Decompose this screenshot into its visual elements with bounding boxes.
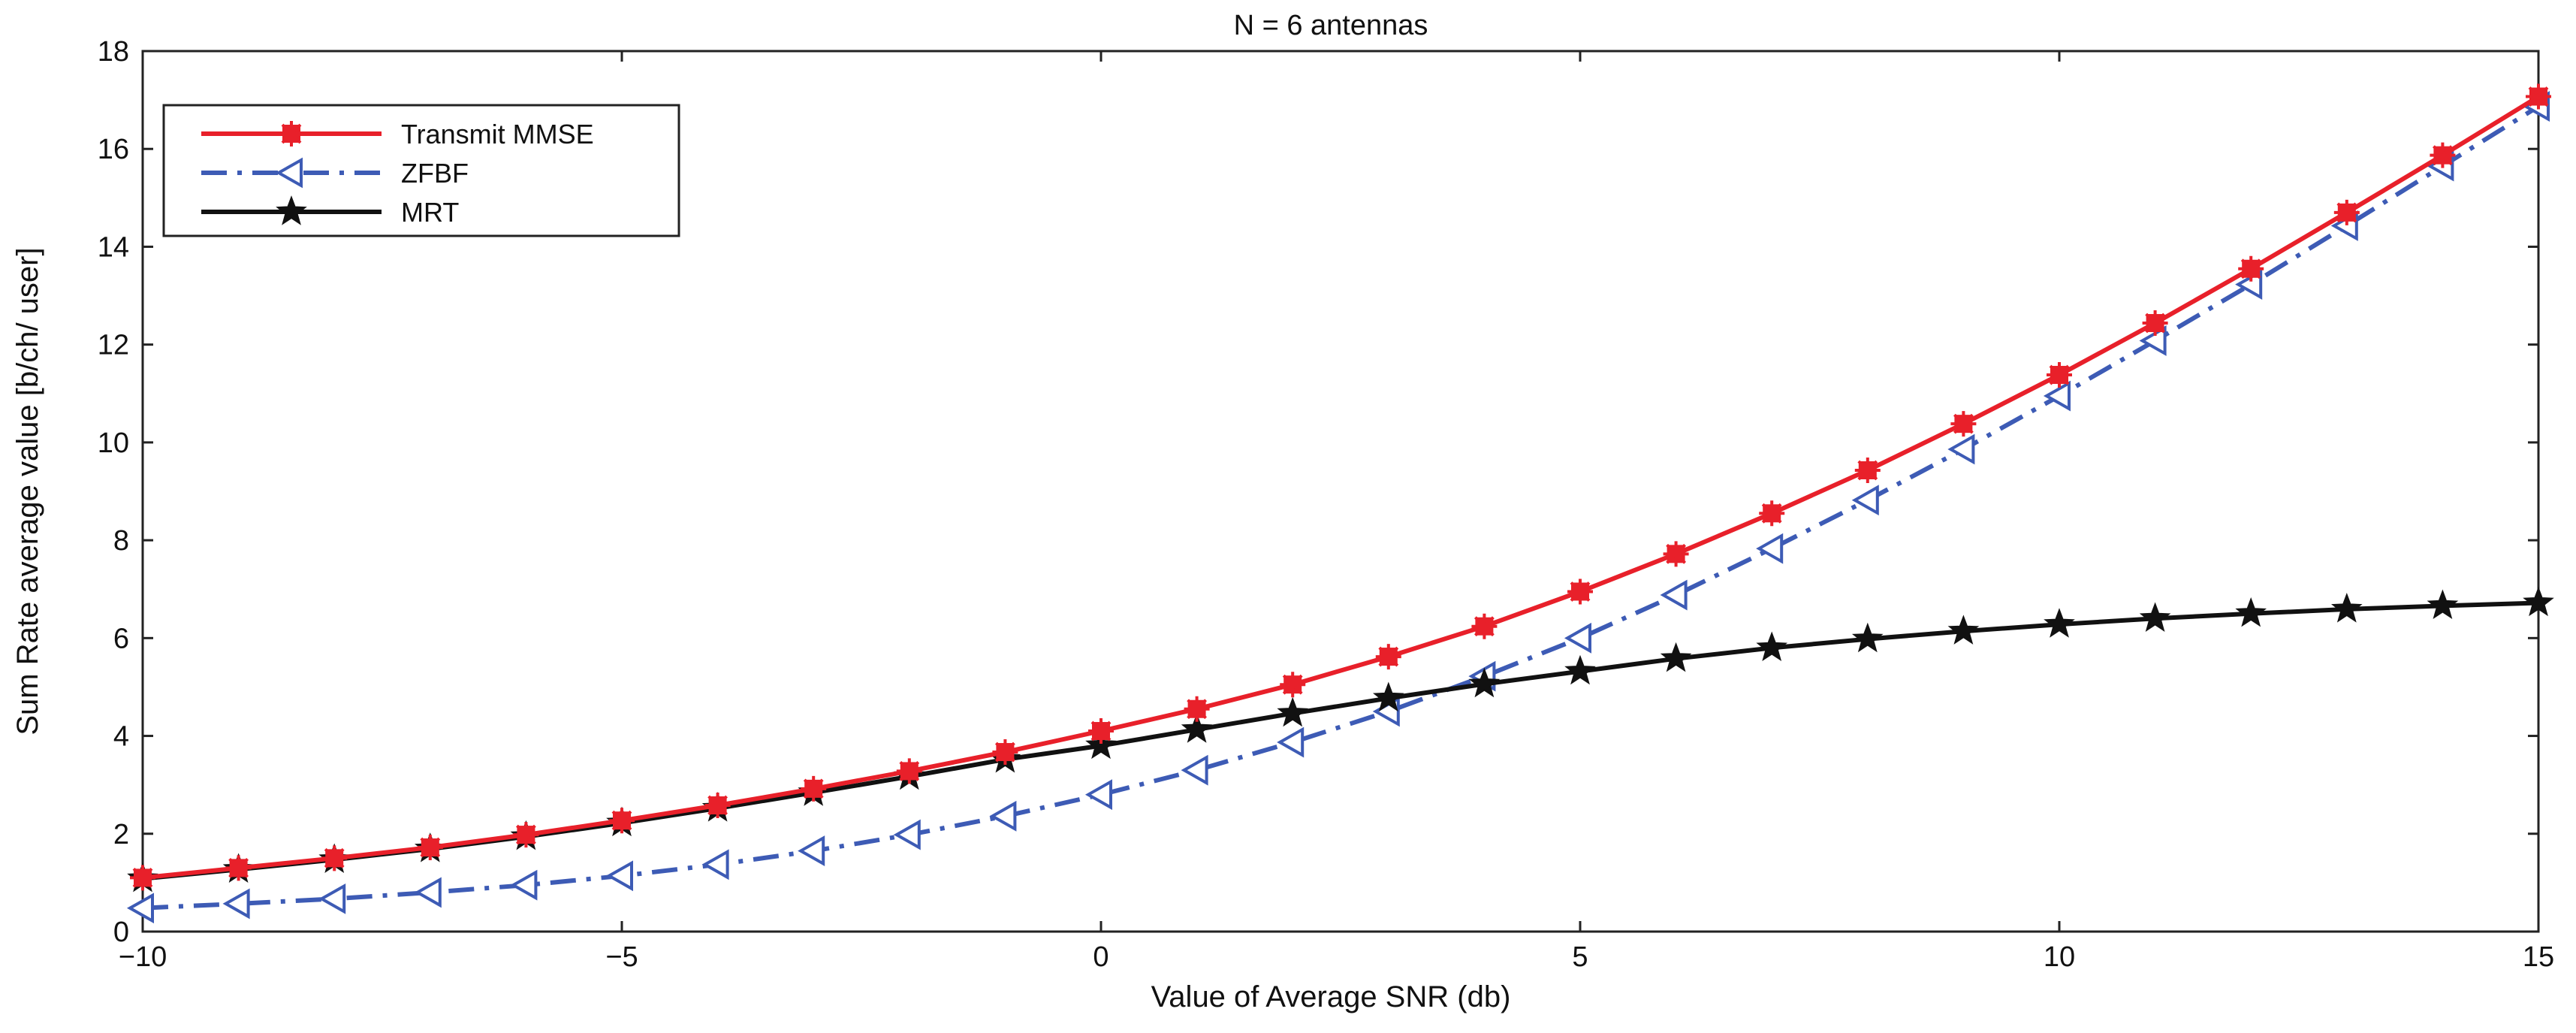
legend-label: ZFBF [401, 158, 469, 189]
asterisk-point [513, 822, 539, 848]
triangle-point [1851, 485, 1879, 516]
legend-label: Transmit MMSE [401, 119, 594, 150]
star-point [1372, 681, 1404, 712]
x-tick-label: 15 [2523, 941, 2554, 973]
star-point [2139, 602, 2171, 633]
star-point [2235, 597, 2267, 627]
star-point [2523, 586, 2554, 617]
star-point [2044, 608, 2075, 638]
legend: Transmit MMSE ZFBF MRT [162, 104, 680, 237]
asterisk-point [992, 739, 1018, 766]
star-point [1085, 729, 1117, 760]
star-point [1277, 696, 1309, 727]
star-point [2330, 593, 2363, 623]
star-point [2427, 589, 2459, 619]
triangle-point [318, 883, 346, 914]
asterisk-point [1567, 578, 1593, 605]
asterisk-point [2526, 83, 2551, 110]
legend-label: MRT [401, 197, 459, 228]
series-transmit-mmse [130, 83, 2551, 891]
y-tick-label: 6 [113, 623, 129, 654]
series-line [142, 104, 2540, 911]
triangle-point [1660, 579, 1688, 611]
asterisk-point [2238, 255, 2264, 282]
triangle-point [1084, 779, 1112, 811]
asterisk-point [1759, 500, 1785, 527]
triangle-point [2043, 380, 2071, 412]
y-tick-label: 4 [113, 721, 129, 753]
y-tick-label: 2 [113, 819, 129, 850]
legend-item: MRT [201, 195, 459, 228]
asterisk-point [279, 121, 304, 146]
asterisk-point [1854, 458, 1881, 484]
triangle-point [126, 893, 154, 924]
star-point [1660, 642, 1692, 672]
star-point [1851, 622, 1884, 653]
asterisk-point [2047, 362, 2072, 388]
asterisk-point [1663, 541, 1689, 567]
asterisk-point [1375, 644, 1401, 670]
asterisk-point [1950, 411, 1977, 437]
triangle-point [798, 835, 825, 866]
y-tick-label: 16 [98, 134, 129, 165]
y-tick-label: 10 [98, 427, 129, 459]
triangle-point [1947, 433, 1975, 465]
star-point [276, 195, 307, 225]
triangle-point [1181, 754, 1208, 786]
triangle-point [1277, 726, 1305, 758]
star-point [1181, 713, 1213, 743]
triangle-point [893, 819, 921, 850]
triangle-point [510, 869, 538, 901]
triangle-point [222, 888, 250, 920]
asterisk-point [321, 845, 348, 871]
y-axis: 0 2 4 6 8 10 12 14 16 18 [98, 36, 2538, 948]
star-point [1756, 631, 1788, 661]
y-tick-label: 14 [98, 231, 129, 263]
triangle-point [701, 849, 729, 880]
asterisk-point [609, 808, 635, 834]
x-tick-label: 0 [1093, 941, 1109, 973]
y-tick-label: 12 [98, 330, 129, 361]
asterisk-point [130, 865, 155, 891]
y-tick-label: 8 [113, 525, 129, 557]
x-tick-label: −5 [605, 941, 638, 973]
triangle-point [414, 877, 442, 908]
y-tick-label: 18 [98, 36, 129, 68]
x-tick-label: 5 [1572, 941, 1588, 973]
y-tick-label: 0 [113, 917, 129, 948]
asterisk-point [801, 775, 827, 802]
asterisk-point [2333, 199, 2360, 225]
x-tick-label: −10 [119, 941, 167, 973]
x-axis-label: Value of Average SNR (db) [1151, 980, 1511, 1013]
triangle-point [605, 860, 633, 892]
triangle-point [1564, 622, 1591, 654]
asterisk-point [1280, 672, 1306, 698]
asterisk-point [417, 835, 443, 861]
asterisk-point [2430, 142, 2456, 168]
triangle-point [989, 800, 1017, 832]
triangle-point [275, 157, 303, 189]
asterisk-point [1088, 718, 1114, 745]
series-line [142, 95, 2540, 880]
asterisk-point [1471, 613, 1498, 639]
x-axis: −10 −5 0 5 10 15 [119, 51, 2554, 973]
star-point [1947, 615, 1980, 645]
star-point [1564, 654, 1596, 685]
chart-title: N = 6 antennas [1234, 10, 1428, 41]
y-axis-label: Sum Rate average value [b/ch/ user] [11, 247, 44, 735]
asterisk-point [896, 758, 922, 784]
legend-item: Transmit MMSE [201, 119, 594, 150]
asterisk-point [225, 855, 252, 881]
asterisk-point [1184, 696, 1210, 722]
legend-item: ZFBF [201, 157, 469, 189]
asterisk-point [704, 793, 731, 819]
asterisk-point [2142, 310, 2168, 337]
star-point [1468, 667, 1501, 698]
triangle-point [1756, 533, 1784, 564]
series-layer [126, 83, 2554, 924]
x-tick-label: 10 [2044, 941, 2075, 973]
